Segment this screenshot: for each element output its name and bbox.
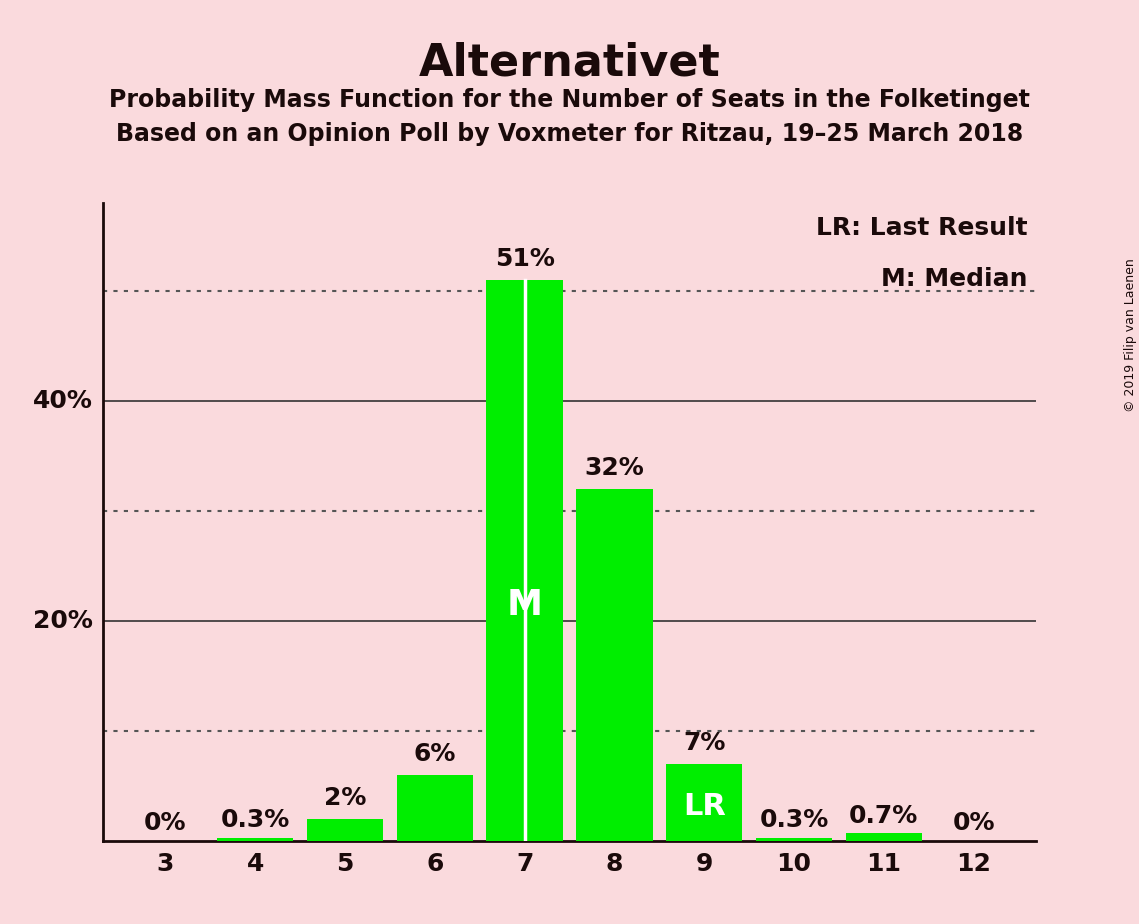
Text: Alternativet: Alternativet xyxy=(419,42,720,85)
Bar xyxy=(576,489,653,841)
Text: 7%: 7% xyxy=(683,731,726,755)
Text: Based on an Opinion Poll by Voxmeter for Ritzau, 19–25 March 2018: Based on an Opinion Poll by Voxmeter for… xyxy=(116,122,1023,146)
Text: 0.3%: 0.3% xyxy=(221,808,289,832)
Text: 40%: 40% xyxy=(33,389,93,413)
Text: Probability Mass Function for the Number of Seats in the Folketinget: Probability Mass Function for the Number… xyxy=(109,88,1030,112)
Bar xyxy=(306,819,383,841)
Text: 51%: 51% xyxy=(494,248,555,272)
Text: LR: Last Result: LR: Last Result xyxy=(816,216,1027,240)
Text: LR: LR xyxy=(682,792,726,821)
Bar xyxy=(845,833,921,841)
Text: 20%: 20% xyxy=(33,609,93,633)
Text: 0.3%: 0.3% xyxy=(760,808,829,832)
Bar xyxy=(756,837,833,841)
Text: 2%: 2% xyxy=(323,786,366,810)
Text: 6%: 6% xyxy=(413,742,456,766)
Text: 0%: 0% xyxy=(145,811,187,835)
Text: 0%: 0% xyxy=(952,811,994,835)
Text: M: M xyxy=(507,589,542,623)
Text: 0.7%: 0.7% xyxy=(850,804,918,828)
Text: © 2019 Filip van Laenen: © 2019 Filip van Laenen xyxy=(1124,259,1137,412)
Bar xyxy=(396,775,473,841)
Bar xyxy=(218,837,294,841)
Text: M: Median: M: Median xyxy=(880,267,1027,291)
Text: 32%: 32% xyxy=(584,456,645,480)
Bar xyxy=(486,280,563,841)
Bar xyxy=(666,764,743,841)
